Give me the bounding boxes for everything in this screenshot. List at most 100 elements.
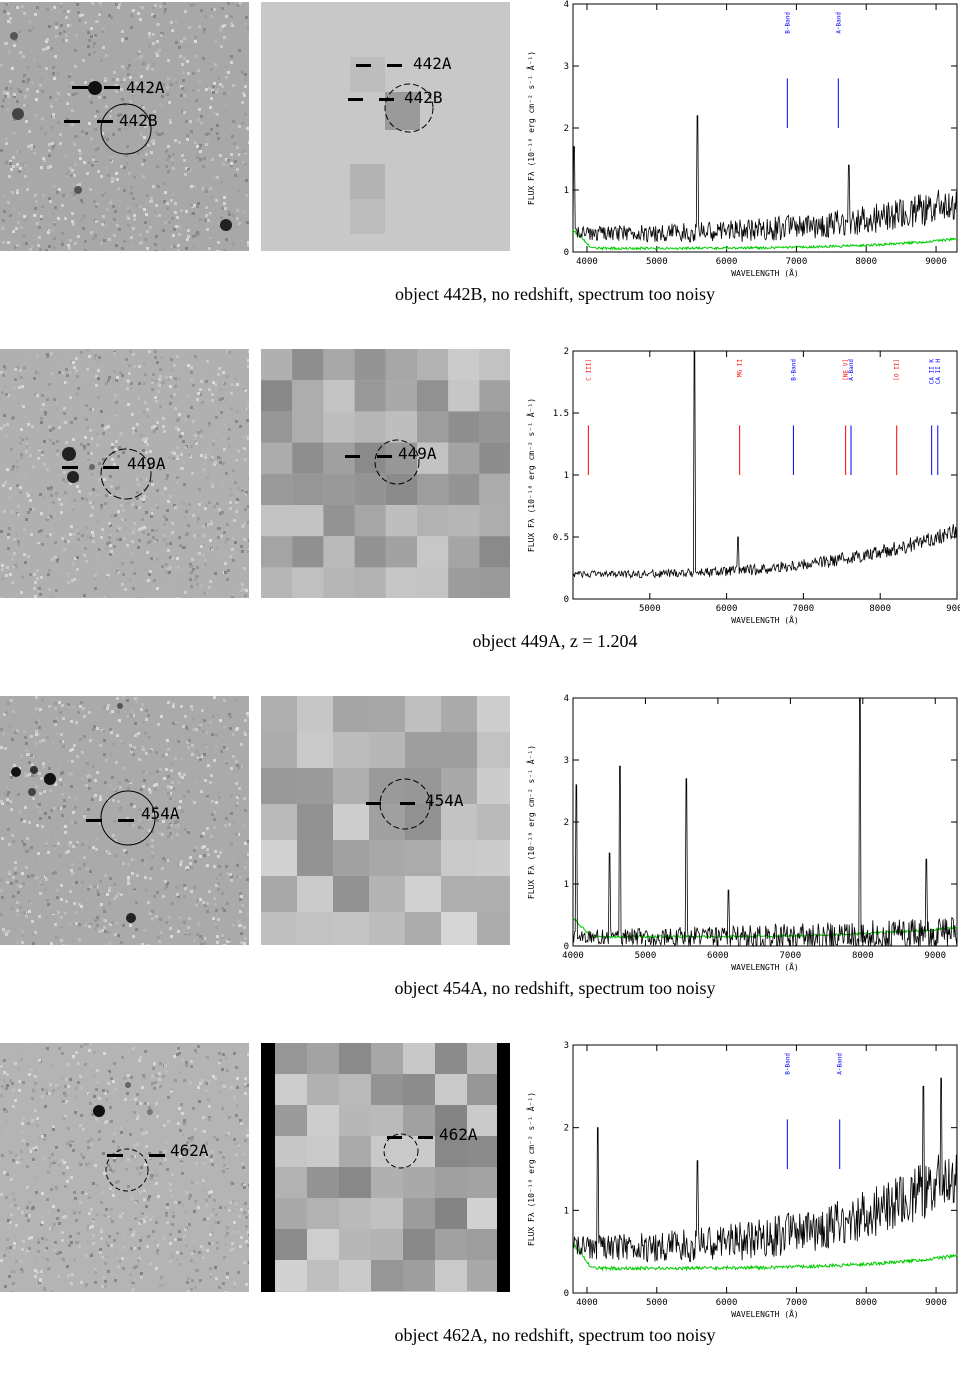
figure-row-449A: 449A 449A 5000 6000 7000 8000 9000 0.5 1 1.5 2 0 W… — [0, 347, 968, 695]
pixel-svg-449A: 449A — [261, 349, 510, 598]
x-tick-label: 5000 — [646, 1298, 668, 1308]
y-tick-label: 2 — [564, 818, 569, 828]
pixel-svg-462A: 462A — [261, 1043, 510, 1292]
spectral-line-label: A-Band — [835, 12, 842, 34]
y-tick-label: 4 — [564, 0, 569, 10]
source-blob — [125, 1082, 131, 1088]
object-label: 462A — [439, 1125, 478, 1144]
spectral-line-label: [O II] — [894, 359, 901, 381]
spectral-line-label: A-Band — [848, 359, 855, 381]
x-axis-label: WAVELENGTH (Å) — [731, 267, 798, 278]
x-tick-label: 4000 — [576, 257, 598, 267]
source-blob — [30, 766, 38, 774]
y-tick-label: 3 — [564, 756, 569, 766]
figure-caption: object 462A, no redshift, spectrum too n… — [394, 1325, 716, 1345]
marker-tick — [387, 64, 402, 67]
source-blob — [10, 32, 18, 40]
object-label: 442A — [413, 54, 452, 73]
source-blob — [44, 773, 56, 785]
figure-row-454A: 454A 454A 4000 5000 6000 7000 8000 9000 1 2 3 4 0 W… — [0, 694, 968, 1042]
spectral-line-label: B-Band — [784, 12, 791, 34]
sky-svg-442B: 442A 442B — [0, 2, 249, 251]
sky-svg-462A: 462A — [0, 1043, 249, 1292]
marker-tick — [366, 802, 381, 805]
spectral-line-label: C III] — [585, 359, 592, 381]
x-tick-label: 7000 — [786, 257, 808, 267]
object-label: 454A — [141, 804, 180, 823]
x-tick-label: 5000 — [639, 604, 661, 614]
object-label: 449A — [127, 454, 166, 473]
source-blob — [126, 913, 136, 923]
x-tick-label: 7000 — [780, 951, 802, 961]
figure-caption: object 442B, no redshift, spectrum too n… — [395, 284, 715, 304]
x-tick-label: 6000 — [716, 257, 738, 267]
spectral-line-label: A-Band — [837, 1053, 844, 1075]
x-tick-label: 8000 — [852, 951, 874, 961]
marker-tick — [97, 120, 113, 123]
object-label: 442A — [126, 78, 165, 97]
aperture-circle — [379, 778, 431, 830]
pixel-image-449A: 449A — [261, 349, 510, 598]
marker-tick — [118, 819, 134, 822]
spectrum-chart-449A: 5000 6000 7000 8000 9000 0.5 1 1.5 2 0 WAVELENGTH … — [525, 347, 960, 625]
x-tick-label: 9000 — [925, 257, 947, 267]
marker-tick — [379, 98, 394, 101]
flux-spectrum-line — [572, 1077, 958, 1263]
object-label: 454A — [425, 791, 464, 810]
pixel-image-462A: 462A — [261, 1043, 510, 1292]
y-tick-label: 0.5 — [553, 533, 569, 543]
y-axis-label: FLUX Fλ (10⁻¹⁸ erg cm⁻² s⁻¹ Å⁻¹) — [525, 1092, 536, 1246]
x-tick-label: 6000 — [716, 604, 738, 614]
image-border — [497, 1043, 510, 1292]
spectrum-chart-462A: 4000 5000 6000 7000 8000 9000 1 2 3 0 WAVELENGTH (… — [525, 1041, 958, 1319]
marker-tick — [149, 1154, 165, 1157]
x-tick-label: 9000 — [946, 604, 960, 614]
image-border — [261, 1043, 275, 1292]
source-blob — [93, 1105, 105, 1117]
x-tick-label: 7000 — [786, 1298, 808, 1308]
source-blob — [12, 108, 24, 120]
x-tick-label: 6000 — [707, 951, 729, 961]
object-label: 442B — [119, 111, 158, 130]
spectrum-chart-454A: 4000 5000 6000 7000 8000 9000 1 2 3 4 0 WAVELENGTH … — [525, 694, 958, 972]
x-tick-label: 8000 — [855, 1298, 877, 1308]
y-tick-label: 1 — [564, 1206, 569, 1216]
source-blob — [88, 81, 102, 95]
marker-tick — [418, 1136, 433, 1139]
y-tick-label: 0 — [564, 248, 569, 258]
aperture-circle — [105, 1148, 149, 1192]
sky-image-454A: 454A — [0, 696, 249, 945]
source-blob — [11, 767, 21, 777]
aperture-circle — [100, 103, 152, 155]
pixel-svg-442B: 442A 442B — [261, 2, 510, 251]
y-tick-label: 4 — [564, 694, 569, 704]
figure-caption: object 454A, no redshift, spectrum too n… — [394, 978, 716, 998]
marker-tick — [64, 120, 80, 123]
x-tick-label: 4000 — [562, 951, 584, 961]
error-spectrum-line — [572, 228, 958, 251]
y-axis-label: FLUX Fλ (10⁻¹⁸ erg cm⁻² s⁻¹ Å⁻¹) — [525, 745, 536, 899]
marker-tick — [348, 98, 363, 101]
flux-spectrum-line — [572, 697, 958, 948]
spectral-line-label: [NE V] — [843, 359, 850, 381]
source-blob — [147, 1109, 153, 1115]
marker-tick — [387, 1136, 402, 1139]
x-axis-label: WAVELENGTH (Å) — [731, 614, 798, 625]
aperture-circle — [384, 83, 434, 133]
object-label: 449A — [398, 444, 437, 463]
object-label: 442B — [404, 88, 443, 107]
marker-tick — [103, 466, 119, 469]
aperture-circle — [374, 439, 420, 485]
figure-caption: object 449A, z = 1.204 — [472, 631, 638, 651]
source-blob — [220, 219, 232, 231]
y-axis-label: FLUX Fλ (10⁻¹⁸ erg cm⁻² s⁻¹ Å⁻¹) — [525, 398, 536, 552]
y-tick-label: 1 — [564, 186, 569, 196]
marker-tick — [86, 819, 102, 822]
x-axis-label: WAVELENGTH (Å) — [731, 1308, 798, 1319]
sky-svg-449A: 449A — [0, 349, 249, 598]
x-tick-label: 7000 — [793, 604, 815, 614]
spectral-line-label: B-Band — [784, 1053, 791, 1075]
source-blob — [117, 703, 123, 709]
marker-tick — [104, 86, 120, 89]
marker-tick — [62, 466, 78, 469]
